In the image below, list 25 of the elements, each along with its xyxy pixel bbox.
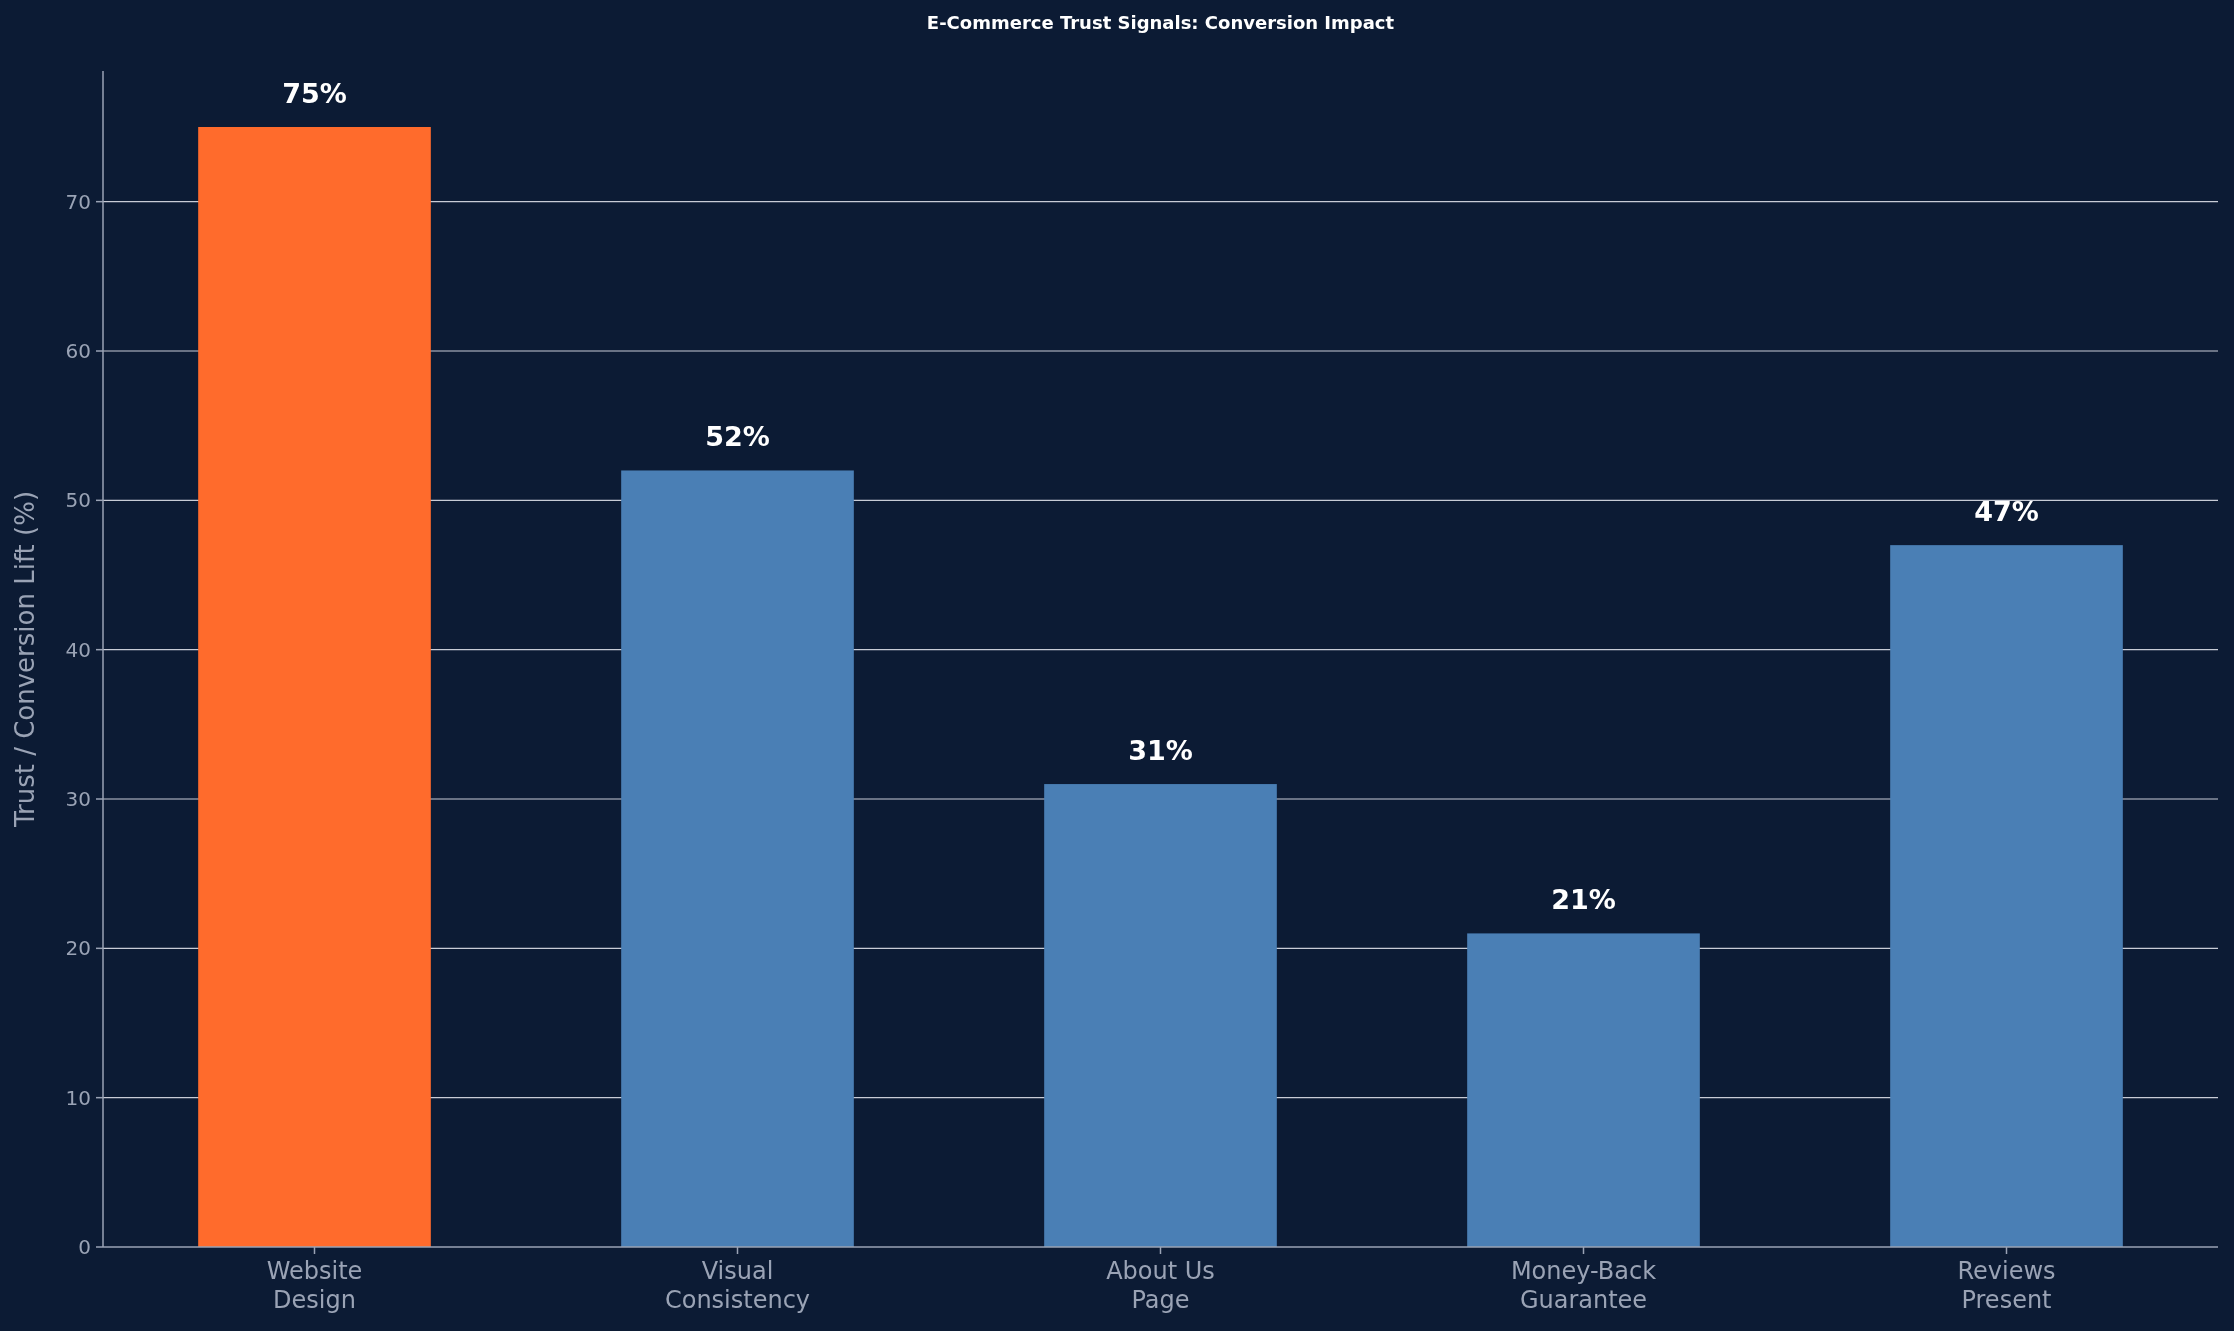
y-tick-label: 30	[65, 787, 91, 811]
data-label: 52%	[705, 421, 770, 453]
y-tick-label: 10	[65, 1085, 91, 1110]
x-tick-label: Visual Consistency	[664, 1257, 811, 1314]
y-axis-title: Trust / Conversion Lift (%)	[10, 490, 40, 829]
x-tick-label: About Us Page	[1106, 1257, 1215, 1314]
y-tick-label: 70	[65, 189, 91, 214]
x-tick-label: Reviews Present	[1957, 1257, 2056, 1314]
y-tick-label: 20	[65, 936, 91, 961]
x-tick-label: Money-Back Guarantee	[1510, 1257, 1657, 1314]
data-label: 75%	[282, 78, 347, 109]
y-tick-label: 50	[65, 488, 91, 513]
bar	[1890, 545, 2123, 1247]
chart-title: E-Commerce Trust Signals: Conversion Impact	[926, 12, 1395, 33]
y-tick-label: 0	[78, 1235, 91, 1259]
bar	[621, 470, 854, 1247]
y-tick-label: 60	[65, 339, 91, 363]
bar	[1467, 933, 1700, 1247]
data-label: 31%	[1128, 735, 1193, 767]
bar	[1044, 784, 1277, 1247]
x-tick-label: Website Design	[266, 1257, 363, 1314]
bar	[198, 127, 431, 1247]
data-label: 21%	[1551, 884, 1616, 916]
data-label: 47%	[1974, 496, 2039, 528]
y-tick-label: 40	[65, 637, 91, 662]
